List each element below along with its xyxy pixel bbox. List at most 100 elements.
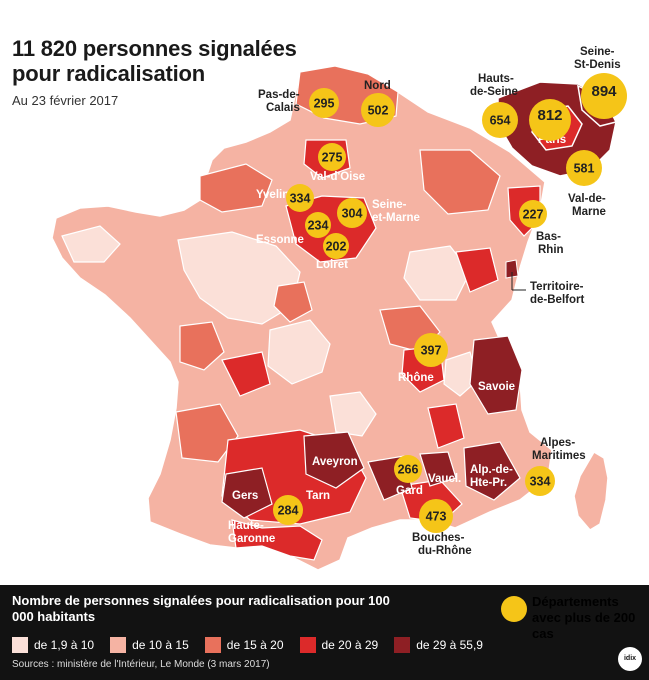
label-seine-st-denis-2: St-Denis — [574, 59, 621, 71]
region-light-brittany — [61, 225, 121, 263]
label-seine-st-denis-1: Seine- — [580, 46, 615, 58]
label-bouches-du-rhone-1: Bouches- — [412, 532, 465, 544]
legend-label-2: de 10 à 15 — [132, 638, 189, 652]
marker-hauts-de-seine — [482, 102, 518, 138]
marker-value-bouches-du-rh-ne: 473 — [426, 510, 447, 524]
marker-alpes-maritimes — [525, 466, 555, 496]
label-alp-hte-pr-1: Alp.-de- — [470, 464, 513, 476]
legend-swatch-2 — [110, 637, 127, 653]
france-map: Yvelines Val-d'Oise Seine- et-Marne Esso… — [51, 46, 627, 571]
legend-item-3: de 15 à 20 — [204, 637, 284, 653]
marker-value-bas-rhin: 227 — [523, 208, 544, 222]
label-belfort-1: Territoire- — [530, 281, 584, 293]
legend-item-2: de 10 à 15 — [110, 637, 189, 653]
region-light-east — [403, 245, 471, 301]
label-seine-et-marne-2: et-Marne — [372, 212, 420, 224]
marker-value-alpes-maritimes: 334 — [530, 475, 551, 489]
label-vaucluse: Vaucl. — [428, 473, 461, 485]
region-dark-alpes — [463, 441, 521, 501]
region-red-doubs — [455, 247, 499, 293]
label-bouches-du-rhone-2: du-Rhône — [418, 545, 472, 557]
marker-layer: 295 502 654 812 894 581 275 334 304 234 202 227 397 2… — [273, 73, 627, 533]
label-gers: Gers — [232, 490, 258, 502]
marker-legend-label: Départements avec plus de 200 cas — [532, 594, 636, 641]
label-val-d-oise: Val-d'Oise — [310, 171, 365, 183]
label-loiret: Loiret — [316, 259, 348, 271]
legend-item-5: de 29 à 55,9 — [394, 637, 483, 653]
legend-label-3: de 15 à 20 — [226, 638, 284, 652]
marker-value-seine-st-denis: 894 — [591, 83, 617, 100]
label-bas-rhin-1: Bas- — [536, 231, 561, 243]
label-pas-de-calais-1: Pas-de- — [258, 89, 300, 101]
marker-nord — [361, 93, 395, 127]
corsica — [573, 450, 609, 531]
marker-paris — [529, 99, 571, 141]
region-medium-poitou — [179, 321, 225, 371]
label-alpes-maritimes-2: Maritimes — [532, 450, 586, 462]
marker-value-essonne: 234 — [308, 219, 329, 233]
region-dark-vaucluse — [419, 451, 457, 487]
region-dark-gers — [221, 467, 273, 519]
label-alpes-maritimes-1: Alpes- — [540, 437, 575, 449]
legend-title: Nombre de personnes signalées pour radic… — [12, 593, 390, 624]
marker-value-paris: 812 — [537, 107, 562, 124]
label-essonne: Essonne — [256, 234, 304, 246]
label-nord: Nord — [364, 80, 391, 92]
marker-essonne — [305, 212, 331, 238]
legend-label-4: de 20 à 29 — [321, 638, 379, 652]
label-pas-de-calais-2: Calais — [266, 102, 300, 114]
legend-label-5: de 29 à 55,9 — [416, 638, 483, 652]
region-light-centre — [177, 231, 301, 325]
marker-val-de-marne — [566, 150, 602, 186]
page-title: 11 820 personnes signalées pour radicali… — [12, 36, 297, 86]
label-rhone: Rhône — [398, 372, 434, 384]
marker-pas-de-calais — [309, 88, 339, 118]
legend-swatch-1 — [12, 637, 28, 653]
marker-gard — [394, 455, 422, 483]
marker-value-rh-ne: 397 — [421, 344, 442, 358]
label-tarn: Tarn — [306, 490, 330, 502]
marker-legend-dot — [501, 596, 527, 622]
label-hauts-de-seine-1: Hauts- — [478, 73, 514, 85]
marker-value-val-d-oise: 275 — [322, 151, 343, 165]
label-gard: Gard — [396, 485, 423, 497]
label-savoie: Savoie — [478, 381, 515, 393]
marker-rh-ne — [414, 333, 448, 367]
page-subtitle: Au 23 février 2017 — [12, 93, 119, 108]
region-red-drome — [427, 403, 465, 449]
label-haute-garonne-1: Haute- — [228, 520, 264, 532]
legend-swatch-3 — [204, 637, 221, 653]
legend-item-4: de 20 à 29 — [299, 637, 379, 653]
marker-bas-rhin — [519, 200, 547, 228]
marker-yvelines — [286, 184, 314, 212]
legend-label-1: de 1,9 à 10 — [34, 638, 95, 652]
label-belfort-2: de-Belfort — [530, 294, 584, 306]
idix-logo: idix — [618, 647, 642, 671]
marker-seine-et-marne — [337, 198, 367, 228]
marker-value-pas-de-calais: 295 — [314, 97, 335, 111]
label-aveyron: Aveyron — [312, 456, 358, 468]
region-light-auvergne — [329, 391, 377, 437]
marker-seine-st-denis — [581, 73, 627, 119]
legend-items: de 1,9 à 10 de 10 à 15 de 15 à 20 de 20 … — [12, 637, 483, 653]
marker-value-hauts-de-seine: 654 — [490, 114, 511, 128]
label-seine-et-marne-1: Seine- — [372, 199, 407, 211]
label-alp-hte-pr-2: Hte-Pr. — [470, 477, 507, 489]
marker-value-val-de-marne: 581 — [574, 162, 595, 176]
marker-value-nord: 502 — [368, 104, 389, 118]
label-bas-rhin-2: Rhin — [538, 244, 564, 256]
region-medium-lorraine — [419, 149, 501, 215]
region-red-pyrenees — [231, 519, 323, 561]
legend-swatch-4 — [299, 637, 316, 653]
legend-panel: Nombre de personnes signalées pour radic… — [0, 585, 649, 680]
region-light-limousin — [267, 319, 331, 385]
marker-value-loiret: 202 — [326, 240, 347, 254]
marker-value-haute-garonne: 284 — [278, 504, 299, 518]
marker-loiret — [323, 233, 349, 259]
region-red-west — [221, 351, 271, 397]
marker-value-gard: 266 — [398, 463, 419, 477]
label-val-de-marne-1: Val-de- — [568, 193, 606, 205]
region-dark-belfort — [505, 259, 519, 279]
region-dark-aveyron — [303, 431, 365, 489]
